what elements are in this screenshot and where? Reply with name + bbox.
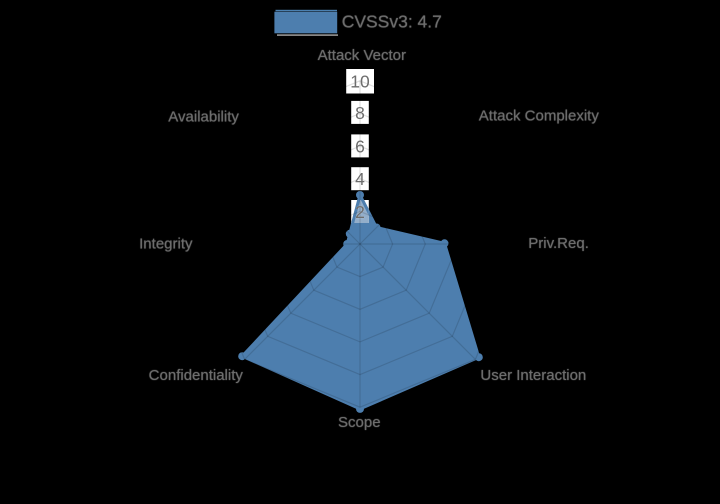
svg-text:2: 2 [355, 202, 365, 222]
svg-text:4: 4 [355, 169, 365, 189]
svg-text:User Interaction: User Interaction [480, 367, 586, 384]
svg-text:10: 10 [350, 71, 370, 91]
svg-text:Availability: Availability [168, 109, 239, 126]
svg-text:Confidentiality: Confidentiality [149, 367, 244, 384]
svg-text:Scope: Scope [338, 414, 381, 431]
svg-text:Priv.Req.: Priv.Req. [528, 235, 589, 252]
svg-text:Attack Vector: Attack Vector [318, 47, 406, 64]
svg-text:8: 8 [355, 103, 365, 123]
svg-text:CVSSv3: 4.7: CVSSv3: 4.7 [342, 11, 442, 31]
svg-text:Integrity: Integrity [139, 235, 193, 252]
svg-text:6: 6 [355, 136, 365, 156]
svg-text:Attack Complexity: Attack Complexity [479, 108, 600, 125]
